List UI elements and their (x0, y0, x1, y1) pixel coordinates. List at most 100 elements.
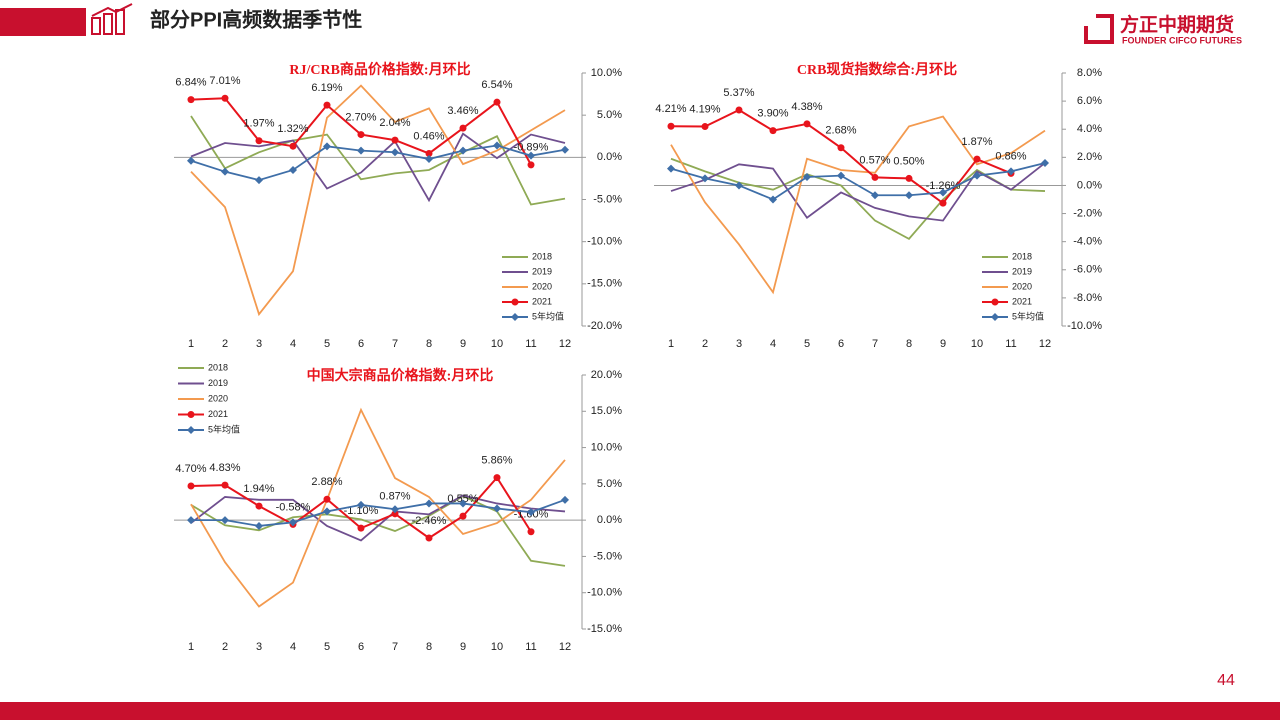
data-label: 4.83% (209, 462, 240, 474)
point (425, 499, 433, 508)
point (221, 516, 229, 525)
y-tick-label: -10.0% (587, 587, 622, 599)
x-tick-label: 9 (460, 641, 466, 653)
y-tick-label: 5.0% (597, 109, 622, 121)
point (187, 96, 195, 104)
series-line (190, 407, 566, 608)
y-tick-label: 5.0% (597, 478, 622, 490)
point (391, 510, 399, 518)
point (391, 136, 399, 144)
data-label: 0.87% (379, 491, 410, 503)
x-tick-label: 1 (188, 338, 194, 350)
x-tick-label: 12 (1039, 338, 1051, 350)
header-icon (91, 3, 133, 35)
legend-label: 2018 (532, 251, 552, 261)
point (221, 481, 229, 489)
x-tick-label: 10 (491, 338, 503, 350)
slide-title: 部分PPI高频数据季节性 (150, 7, 362, 31)
point (701, 174, 709, 183)
point (357, 500, 365, 509)
legend-marker (511, 298, 519, 306)
x-tick-label: 8 (426, 338, 432, 350)
data-label: 4.19% (689, 103, 720, 115)
point (255, 176, 263, 185)
x-tick-label: 2 (222, 338, 228, 350)
x-tick-label: 9 (460, 338, 466, 350)
data-label: 7.01% (209, 75, 240, 87)
point (735, 106, 743, 114)
x-tick-label: 11 (1005, 338, 1016, 350)
point (561, 495, 569, 504)
data-label: 2.68% (825, 125, 856, 137)
point (939, 199, 947, 207)
point (837, 144, 845, 152)
x-tick-label: 5 (324, 338, 330, 350)
point (255, 137, 263, 145)
x-tick-label: 6 (838, 338, 844, 350)
point (289, 142, 297, 150)
legend-label: 2020 (1012, 281, 1032, 291)
data-label: 2.88% (311, 476, 342, 488)
x-tick-label: 7 (392, 338, 398, 350)
point (357, 524, 365, 532)
legend-marker (991, 298, 999, 306)
chart-title: CRB现货指数综合:月环比 (797, 61, 957, 78)
point (357, 146, 365, 155)
x-tick-label: 3 (256, 641, 262, 653)
point (255, 521, 263, 530)
legend-label: 5年均值 (532, 310, 564, 321)
legend-label: 2020 (532, 281, 552, 291)
legend-marker (187, 426, 195, 434)
y-tick-label: 0.0% (597, 514, 622, 526)
x-tick-label: 10 (971, 338, 983, 350)
data-label: 1.94% (243, 483, 274, 495)
legend-label: 2019 (532, 266, 552, 276)
series-line (190, 144, 566, 182)
y-tick-label: -15.0% (587, 278, 622, 290)
y-tick-label: 10.0% (591, 67, 622, 79)
x-tick-label: 2 (702, 338, 708, 350)
point (871, 173, 879, 181)
series-line (191, 498, 566, 527)
x-tick-label: 6 (358, 641, 364, 653)
point (493, 474, 501, 482)
point (391, 505, 399, 514)
legend-marker (511, 313, 519, 321)
point (391, 148, 399, 157)
point (323, 495, 331, 503)
x-tick-label: 3 (736, 338, 742, 350)
data-label: 0.46% (413, 130, 444, 142)
footer-bar (0, 702, 1280, 720)
point (255, 502, 263, 510)
x-tick-label: 11 (525, 641, 536, 653)
point (701, 123, 709, 131)
chart-title: 中国大宗商品价格指数:月环比 (307, 367, 494, 384)
legend-label: 2021 (1012, 296, 1032, 306)
legend-marker (991, 313, 999, 321)
y-tick-label: -5.0% (593, 193, 622, 205)
point (425, 149, 433, 157)
data-label: 6.84% (175, 77, 206, 89)
x-tick-label: 7 (872, 338, 878, 350)
y-tick-label: -20.0% (587, 320, 622, 332)
x-tick-label: 3 (256, 338, 262, 350)
point (221, 94, 229, 102)
y-tick-label: 4.0% (1077, 123, 1102, 135)
y-tick-label: 0.0% (597, 151, 622, 163)
point (939, 188, 947, 197)
point (527, 151, 535, 160)
data-label: 2.04% (379, 117, 410, 129)
point (289, 518, 297, 527)
point (1041, 158, 1049, 167)
point (459, 146, 467, 155)
series-line (670, 162, 1046, 201)
y-tick-label: -6.0% (1073, 264, 1102, 276)
data-label: 2.70% (345, 111, 376, 123)
data-label: -0.58% (276, 501, 311, 513)
point (973, 171, 981, 180)
point (527, 508, 535, 517)
y-tick-label: 0.0% (1077, 179, 1102, 191)
data-label: 4.70% (175, 463, 206, 475)
y-tick-label: -5.0% (593, 550, 622, 562)
x-tick-label: 8 (426, 641, 432, 653)
